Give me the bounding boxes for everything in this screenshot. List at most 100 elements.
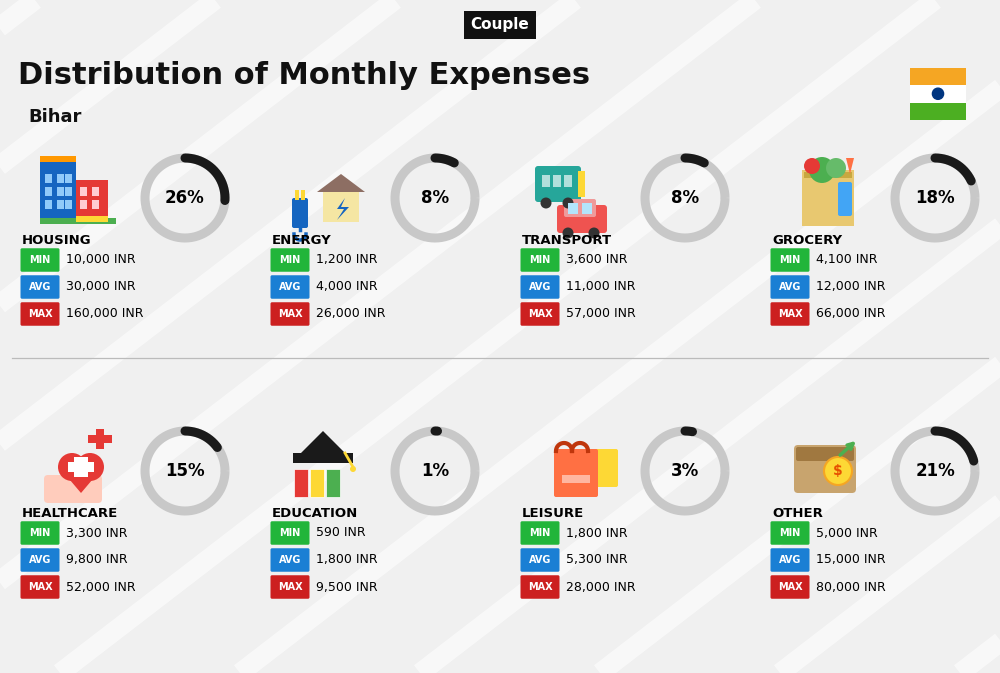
Text: 1,800 INR: 1,800 INR (316, 553, 378, 567)
FancyBboxPatch shape (65, 187, 72, 196)
Text: HEALTHCARE: HEALTHCARE (22, 507, 118, 520)
Circle shape (76, 453, 104, 481)
Text: MAX: MAX (28, 582, 52, 592)
Text: 80,000 INR: 80,000 INR (816, 581, 886, 594)
FancyBboxPatch shape (520, 548, 560, 572)
Text: 3,300 INR: 3,300 INR (66, 526, 128, 540)
FancyBboxPatch shape (96, 429, 104, 449)
FancyBboxPatch shape (771, 548, 810, 572)
Circle shape (58, 453, 86, 481)
Text: 8%: 8% (421, 189, 449, 207)
Circle shape (932, 88, 944, 100)
Text: $: $ (833, 464, 843, 478)
Polygon shape (64, 473, 98, 493)
FancyBboxPatch shape (582, 203, 592, 214)
FancyBboxPatch shape (88, 435, 112, 443)
Text: 30,000 INR: 30,000 INR (66, 281, 136, 293)
Text: MAX: MAX (528, 309, 552, 319)
FancyBboxPatch shape (326, 469, 340, 497)
FancyBboxPatch shape (57, 187, 64, 196)
FancyBboxPatch shape (40, 218, 116, 224)
Polygon shape (337, 198, 349, 220)
Text: 4,100 INR: 4,100 INR (816, 254, 878, 267)
Circle shape (824, 457, 852, 485)
FancyBboxPatch shape (65, 174, 72, 183)
FancyBboxPatch shape (301, 190, 305, 200)
FancyBboxPatch shape (270, 522, 310, 544)
Text: 3%: 3% (671, 462, 699, 480)
FancyBboxPatch shape (270, 248, 310, 272)
FancyBboxPatch shape (553, 175, 561, 187)
FancyBboxPatch shape (92, 200, 99, 209)
Text: Distribution of Monthly Expenses: Distribution of Monthly Expenses (18, 61, 590, 90)
Circle shape (540, 197, 552, 209)
Text: MIN: MIN (29, 255, 51, 265)
FancyBboxPatch shape (568, 203, 578, 214)
FancyBboxPatch shape (20, 275, 60, 299)
FancyBboxPatch shape (564, 199, 596, 217)
FancyBboxPatch shape (293, 453, 353, 463)
Text: 57,000 INR: 57,000 INR (566, 308, 636, 320)
Text: Couple: Couple (471, 17, 529, 32)
Text: 5,000 INR: 5,000 INR (816, 526, 878, 540)
Text: 26%: 26% (165, 189, 205, 207)
FancyBboxPatch shape (20, 248, 60, 272)
FancyBboxPatch shape (270, 275, 310, 299)
Text: 1,200 INR: 1,200 INR (316, 254, 377, 267)
FancyBboxPatch shape (542, 175, 550, 187)
FancyBboxPatch shape (57, 174, 64, 183)
Text: 28,000 INR: 28,000 INR (566, 581, 636, 594)
Text: AVG: AVG (279, 555, 301, 565)
FancyBboxPatch shape (796, 447, 854, 461)
Text: EDUCATION: EDUCATION (272, 507, 358, 520)
Text: MIN: MIN (779, 528, 801, 538)
Text: AVG: AVG (529, 282, 551, 292)
Polygon shape (317, 174, 365, 192)
Polygon shape (301, 431, 345, 453)
Polygon shape (846, 158, 854, 174)
Text: MAX: MAX (528, 582, 552, 592)
Circle shape (804, 158, 820, 174)
Text: 52,000 INR: 52,000 INR (66, 581, 136, 594)
FancyBboxPatch shape (771, 275, 810, 299)
FancyBboxPatch shape (838, 182, 852, 216)
FancyBboxPatch shape (520, 302, 560, 326)
FancyBboxPatch shape (520, 248, 560, 272)
FancyBboxPatch shape (20, 302, 60, 326)
FancyBboxPatch shape (45, 174, 52, 183)
Circle shape (588, 227, 600, 238)
FancyBboxPatch shape (310, 469, 324, 497)
Text: AVG: AVG (779, 555, 801, 565)
FancyBboxPatch shape (292, 198, 308, 228)
FancyBboxPatch shape (771, 302, 810, 326)
Text: LEISURE: LEISURE (522, 507, 584, 520)
FancyBboxPatch shape (65, 200, 72, 209)
Text: MIN: MIN (279, 528, 301, 538)
Text: 4,000 INR: 4,000 INR (316, 281, 378, 293)
Text: 10,000 INR: 10,000 INR (66, 254, 136, 267)
Text: 12,000 INR: 12,000 INR (816, 281, 886, 293)
FancyBboxPatch shape (294, 469, 308, 497)
FancyBboxPatch shape (80, 200, 87, 209)
Text: 15,000 INR: 15,000 INR (816, 553, 886, 567)
FancyBboxPatch shape (74, 457, 88, 477)
Text: 9,800 INR: 9,800 INR (66, 553, 128, 567)
Text: MIN: MIN (29, 528, 51, 538)
Circle shape (809, 157, 835, 183)
Circle shape (826, 158, 846, 178)
FancyBboxPatch shape (910, 67, 966, 85)
Circle shape (350, 466, 356, 472)
FancyBboxPatch shape (910, 85, 966, 102)
FancyBboxPatch shape (771, 522, 810, 544)
Text: TRANSPORT: TRANSPORT (522, 234, 612, 247)
Text: MIN: MIN (779, 255, 801, 265)
FancyBboxPatch shape (40, 156, 76, 162)
Text: 26,000 INR: 26,000 INR (316, 308, 385, 320)
FancyBboxPatch shape (270, 302, 310, 326)
Text: 590 INR: 590 INR (316, 526, 366, 540)
Text: 11,000 INR: 11,000 INR (566, 281, 636, 293)
Text: 66,000 INR: 66,000 INR (816, 308, 886, 320)
Text: AVG: AVG (279, 282, 301, 292)
FancyBboxPatch shape (295, 190, 299, 200)
FancyBboxPatch shape (535, 166, 581, 202)
